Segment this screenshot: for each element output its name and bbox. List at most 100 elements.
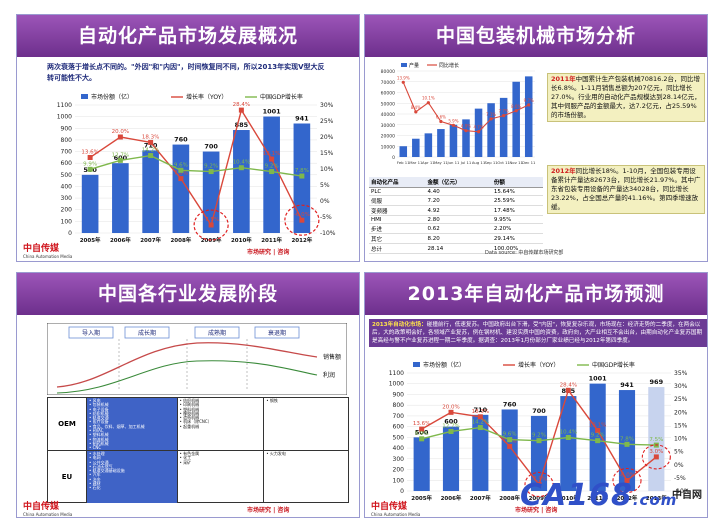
y-tick-label: 50000 [381,101,395,107]
x-tick-label: Feb 11 [397,160,410,165]
industry-item: • 印刷机械 [179,402,200,408]
bar [560,396,577,491]
industry-item: • 医疗设备 [89,419,109,425]
stage-label: 导入期 [82,329,100,337]
industry-cell: • 有色金属 • 化工 • 采矿 [178,451,265,503]
media-logo: 中自传媒 China Automation Media [23,502,73,517]
industry-item: • 制药机械 [89,440,109,446]
industry-item: • 公共交通 [89,459,109,465]
industry-item: • 纺织机械 [89,410,109,416]
industry-row: EU • 水处理 • 电网 • 公共交通 • 石油天然气 • 轨道交通基础设施 • 汽车 • … [48,451,348,503]
highlight-circle [284,204,320,236]
y-tick-label: 1000 [389,381,404,388]
point-label: 13.1% [589,422,606,428]
y2-tick-label: 20% [674,409,688,416]
bar [142,150,159,233]
panel-market-overview: 自动化产品市场发展概况 两次衰落于增长点不同的。"外因"和"内因"，时间恢复同不… [16,14,360,262]
industry-cell: • 火力发电 [264,451,348,503]
point-label: 20.0% [112,129,129,135]
table-cell: 4.40 [425,187,492,196]
bar-label: 760 [503,400,517,408]
bar [472,414,489,491]
point-label: 13.6% [81,149,98,155]
point-label: 18.3% [472,409,489,415]
x-tick-label: Jul 11 [460,160,472,165]
industry-item: • 采矿 [179,459,192,465]
x-tick-label: 2007年 [470,494,491,502]
forecast-note-head: 2013年自动化市场： [372,322,427,328]
y-tick-label: 800 [61,137,73,144]
point-label: 10.4% [560,430,577,436]
panel-industry-stages: 中国各行业发展阶段 导入期 成长期 成熟期 衰退期 销售额 利润 OEM • 风电 • 包装机… [16,272,360,518]
note-2012-text: 同比增长18%。1-10月，全国包装专用设备累计产量达82673台，同比增长21… [551,167,701,211]
point-label: 18.3% [142,134,159,140]
point-label: 6.6% [436,115,446,120]
industry-cell: • 纺织机械 • 印刷机械 • 塑料机械 • 橡胶机械 • 造纸机械 • 机床（除CNC）… [178,398,265,450]
panel-title: 自动化产品市场发展概况 [17,15,359,57]
curve-label: 利润 [323,371,335,379]
point-label: 3.0% [649,449,663,455]
table-header-cell: 自动化产品 [369,177,426,188]
series-marker [269,156,275,162]
table-header-cell: 份额 [491,177,543,188]
brand-tag: 市场研究 | 咨询 [247,249,290,256]
table-row: 变频器 4.92 17.48% [369,205,543,216]
industry-item: • 钢铁 [266,398,278,403]
table-cell: 4.92 [425,205,492,216]
y2-tick-label: 15% [674,422,688,429]
series-line [89,154,302,177]
legend-label: 中国GDP增长率 [592,361,635,369]
point-label: 10.4% [233,160,250,166]
series-marker [299,217,305,223]
x-tick-label: 2009年 [529,494,550,502]
stage-box [194,326,240,339]
industry-item: • 化工 [179,455,192,461]
series-marker [565,387,571,393]
y-tick-label: 300 [393,456,405,463]
series-marker [401,80,405,84]
legend-label: 同比增长 [439,62,459,69]
watermark-text: CA168 [520,478,633,513]
point-label: -6.0% [294,212,310,218]
x-tick-label: 2008年 [499,494,520,502]
x-tick-label: 2011年 [587,494,608,502]
highlight-circle [524,471,554,497]
y2-tick-label: 20% [320,134,334,141]
series-marker [419,436,425,442]
x-tick-label: Dec 11 [522,160,536,165]
bar-label: 700 [204,143,218,151]
y2-tick-label: 10% [674,436,688,443]
y2-tick-label: 35% [674,370,688,377]
point-label: 14.2% [142,148,159,154]
site-watermark: CA168.com [520,478,677,513]
industry-table: OEM • 风电 • 包装机械 • 电子设备 • 纺织机械 • 轨道交通 • 医疗设备 • 食… [47,397,349,503]
series-marker [477,425,483,431]
panel-2013-forecast: 2013年自动化产品市场预测 2013年自动化市场：碰撞前行，低速复苏。中国政府… [364,272,708,518]
watermark-side: 中自网 [672,490,702,501]
series-marker [238,165,244,171]
y-tick-label: 400 [61,183,73,190]
market-size-chart: 0 100 200 300 400 500 600 700 800 900 1000 1100 -10%… [57,93,336,244]
point-label: 12.7% [112,152,129,158]
industry-item: • CNC [89,445,102,450]
stage-label: 衰退期 [268,329,286,337]
highlight-circle [612,467,642,494]
legend-swatch [413,362,420,367]
series-marker [87,166,93,172]
table-cell: 2.80 [425,215,492,224]
series-marker [477,414,483,420]
bar-label: 760 [174,136,188,144]
y-tick-label: 200 [393,467,405,474]
point-label: 4.7% [473,125,483,130]
table-cell: PLC [369,187,426,196]
x-tick-label: 2009年 [201,236,222,244]
packaging-output-chart: 0 10000 20000 30000 40000 50000 60000 70000 8000… [381,62,536,165]
x-tick-label: 2013年 [646,494,667,502]
series-marker [426,101,430,105]
legend-swatch [81,94,88,99]
y2-tick-label: 0% [320,198,330,205]
y-tick-label: 1000 [57,114,72,121]
media-logo: 中自传媒 China Automation Media [371,502,421,517]
table-cell: 伺服 [369,195,426,206]
panel-title: 2013年自动化产品市场预测 [365,273,707,315]
